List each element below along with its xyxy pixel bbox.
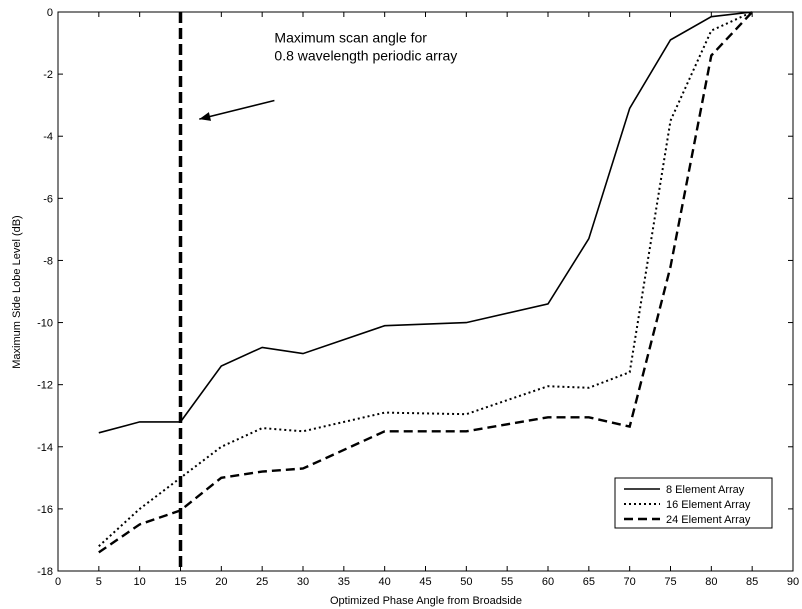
y-tick-label: -14 [37,442,53,454]
x-tick-label: 60 [542,576,554,588]
y-tick-label: -8 [43,255,53,267]
y-tick-label: -18 [37,566,53,578]
legend-label-2: 16 Element Array [666,499,751,511]
x-tick-label: 25 [256,576,268,588]
legend: 8 Element Array 16 Element Array 24 Elemen… [614,477,773,529]
y-tick-labels: -18 -16 -14 -12 -10 -8 -6 -4 -2 0 [37,7,53,578]
y-tick-label: -10 [37,318,53,330]
x-tick-label: 75 [664,576,676,588]
x-tick-labels: 0 5 10 15 20 25 30 35 40 45 50 55 60 65 70 75 80 85 90 [55,576,799,588]
x-tick-label: 15 [174,576,186,588]
series-layer [98,11,754,554]
y-axis-label: Maximum Side Lobe Level (dB) [11,215,23,368]
x-tick-label: 55 [501,576,513,588]
y-tick-label: -4 [43,131,53,143]
x-axis-label: Optimized Phase Angle from Broadside [330,595,522,607]
x-tick-label: 85 [746,576,758,588]
series-line-2 [98,11,753,547]
series-line-3 [98,11,754,554]
x-tick-label: 10 [134,576,146,588]
x-tick-label: 5 [96,576,102,588]
y-tick-label: -2 [43,69,53,81]
x-tick-label: 40 [379,576,391,588]
annotation-line-2: 0.8 wavelength periodic array [274,48,457,64]
x-tick-label: 90 [787,576,799,588]
y-tick-label: -6 [43,193,53,205]
annotation-arrow-head [199,112,212,121]
x-tick-label: 0 [55,576,61,588]
x-tick-label: 70 [624,576,636,588]
legend-label-1: 8 Element Array [666,484,745,496]
y-tick-label: -16 [37,504,53,516]
x-tick-label: 80 [705,576,717,588]
series-line-1 [98,11,753,434]
x-tick-label: 30 [297,576,309,588]
x-tick-label: 65 [583,576,595,588]
annotation-arrow-shaft [199,99,275,120]
x-tick-label: 50 [460,576,472,588]
x-tick-label: 45 [419,576,431,588]
x-tick-label: 35 [338,576,350,588]
legend-label-3: 24 Element Array [666,514,751,526]
y-tick-label: -12 [37,380,53,392]
annotation-line-1: Maximum scan angle for [274,30,427,46]
y-tick-label: 0 [47,7,53,19]
annotation: Maximum scan angle for 0.8 wavelength pe… [199,30,457,121]
x-tick-label: 20 [215,576,227,588]
